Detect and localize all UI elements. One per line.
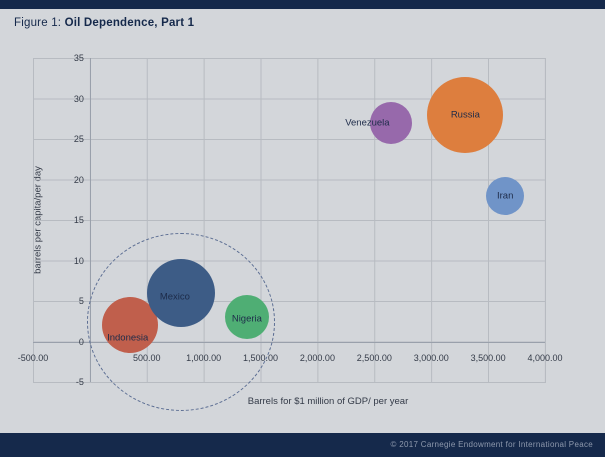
y-tick-label: 5: [78, 296, 84, 306]
y-tick-label: 35: [73, 53, 84, 63]
y-tick-label: 30: [73, 93, 84, 104]
cluster-ellipse: [86, 233, 275, 412]
x-tick-label: 3,500.00: [470, 352, 506, 363]
bubble-venezuela: [370, 101, 413, 144]
bubble-iran: [486, 176, 525, 215]
footer-copyright: © 2017 Carnegie Endowment for Internatio…: [390, 440, 593, 449]
x-tick-label: 4,000.00: [527, 352, 563, 363]
bubble-label-venezuela: Venezuela: [345, 117, 390, 129]
y-tick-label: 10: [73, 255, 84, 266]
bubble-label-iran: Iran: [496, 190, 514, 202]
y-tick-label: 20: [73, 174, 84, 185]
y-tick-label: 25: [73, 134, 84, 144]
top-accent-bar: [0, 0, 605, 9]
x-tick-label: -500.00: [17, 352, 49, 363]
figure-title-prefix: Figure 1:: [14, 17, 65, 29]
bubble-label-indonesia: Indonesia: [107, 332, 149, 344]
y-tick-label: 15: [73, 215, 84, 225]
figure-title: Figure 1: Oil Dependence, Part 1: [14, 17, 194, 29]
bubble-label-russia: Russia: [450, 109, 480, 121]
bubble-label-mexico: Mexico: [159, 291, 190, 303]
bubble-russia: [427, 76, 504, 153]
y-tick-label: 0: [78, 336, 84, 347]
footer-bar: © 2017 Carnegie Endowment for Internatio…: [0, 433, 605, 457]
y-axis-line: [89, 58, 91, 382]
plot-area: -500.00 500.00 1,000.00 1,500.00 2,000.00 2,5…: [18, 53, 563, 412]
y-tick-label: -5: [75, 377, 84, 387]
figure-title-main: Oil Dependence, Part 1: [64, 17, 195, 29]
x-tick-label: 2,500.00: [356, 352, 392, 363]
bubble-label-nigeria: Nigeria: [231, 313, 262, 325]
x-axis-title: Barrels for $1 million of GDP/ per year: [247, 396, 409, 407]
x-axis-line: [33, 341, 545, 343]
x-tick-label: 2,000.00: [299, 352, 335, 363]
x-tick-label: 3,000.00: [413, 352, 449, 363]
